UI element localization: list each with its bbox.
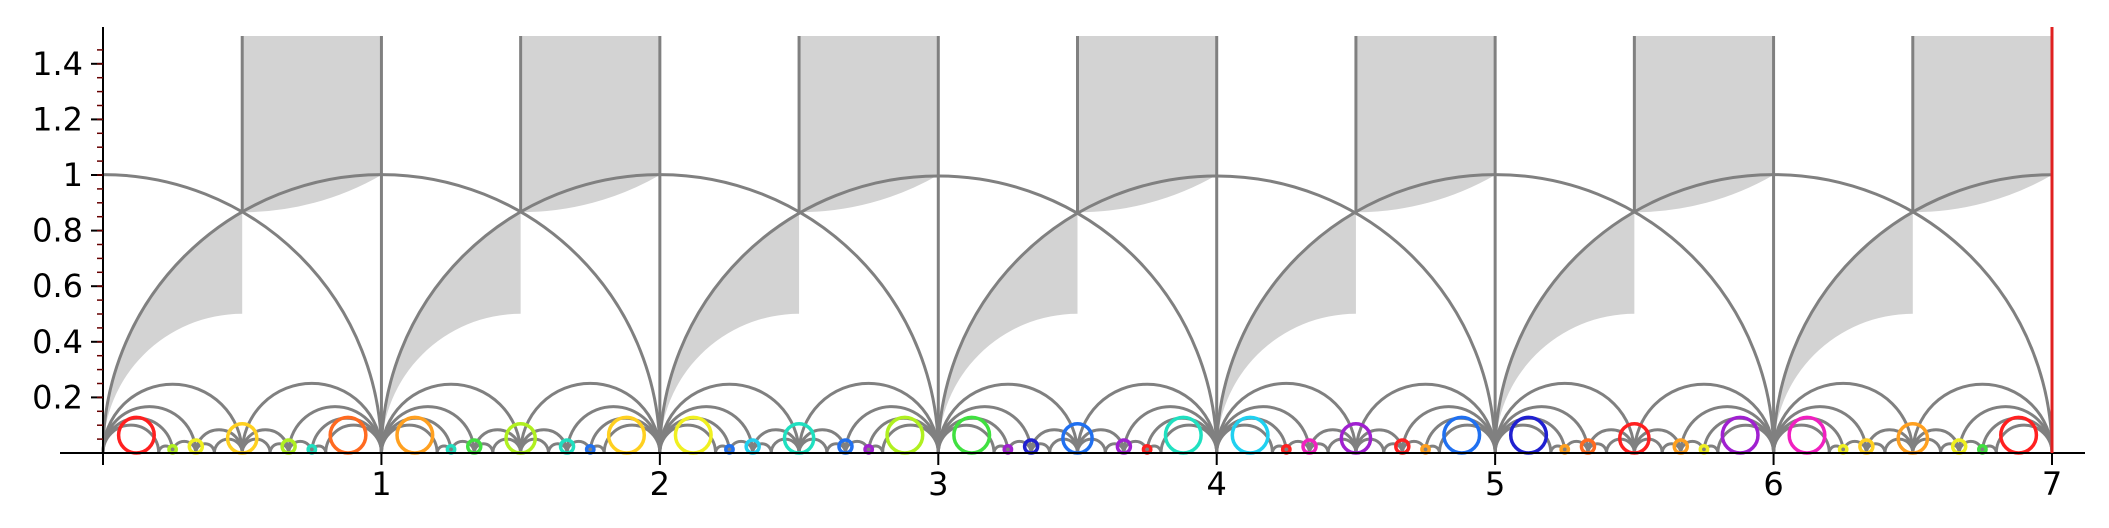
farey-geodesic [1911,382,2054,454]
farey-geodesic [881,423,940,454]
farey-geodesic [602,423,662,454]
horocycle [1163,415,1203,455]
farey-geodesic [1493,381,1636,454]
shaded-strip [1912,36,2052,213]
shaded-region [381,211,521,453]
horocycle [952,415,992,455]
farey-geodesic [240,381,383,454]
unit-geodesic [103,173,383,453]
farey-geodesic [1632,382,1776,454]
y-tick-label: 1.2 [32,100,83,138]
farey-geodesic [1772,381,1915,454]
horocycle [1442,415,1482,455]
x-tick-label: 1 [371,465,391,503]
y-tick-label: 1.4 [32,45,83,83]
x-tick-label: 2 [650,465,670,503]
farey-geodesic [519,381,662,454]
y-tick-label: 0.4 [32,323,83,361]
unit-geodesic [379,173,940,453]
shaded-strip [1355,36,1496,213]
unit-geodesic [1215,173,1776,453]
farey-geodesic [936,382,1079,454]
horocycle [1787,415,1827,455]
farey-geodesic [1215,381,1358,454]
farey-geodesic [1772,405,1868,454]
unit-geodesic [936,174,1497,453]
farey-geodesic [324,423,383,454]
horocycle [116,415,156,455]
farey-geodesic [379,382,523,454]
farey-geodesic [658,405,755,454]
unit-geodesic [1493,173,2052,453]
horocycle [673,415,713,455]
y-tick-label: 1 [63,156,83,194]
farey-geodesic [1076,382,1219,454]
axes [60,27,2085,454]
shaded-region [1216,211,1356,453]
y-ticks: 0.2 0.4 0.6 0.8 1 1.2 1.4 [32,45,103,440]
y-tick-label: 0.6 [32,267,83,305]
horocycle [328,415,368,455]
x-tick-label: 4 [1207,465,1227,503]
unit-geodesic [658,174,1219,453]
farey-geodesic [936,405,1033,454]
shaded-regions [102,36,2052,453]
horocycle [1230,415,1270,455]
shaded-region [659,211,800,453]
x-tick-label: 5 [1485,465,1505,503]
horocycle [1720,415,1760,455]
horocycle [885,415,925,455]
unit-geodesic [1772,173,2052,453]
shaded-strip [242,36,382,213]
farey-geodesic [658,382,801,454]
shaded-region [1773,211,1913,453]
horocycle [395,415,435,455]
shaded-region [1495,211,1635,453]
horocycle [1508,415,1549,455]
farey-geodesic [797,381,940,454]
farey-geodesic [1215,405,1312,454]
farey-geodesic [1716,423,1776,454]
y-tick-label: 0.2 [32,378,83,416]
horocycle [606,415,647,455]
farey-geodesic [1354,382,1497,454]
farey-geodesic [101,405,198,454]
farey-geodesic [101,382,244,454]
farey-geodesic [379,405,476,454]
shaded-strip [799,36,939,213]
x-tick-label: 3 [928,465,948,503]
x-tick-label: 7 [2042,465,2062,503]
shaded-strip [520,36,660,213]
farey-geodesic [1437,423,1497,454]
shaded-strip [1077,36,1217,213]
unit-geodesic [103,173,662,453]
farey-geodesic [1159,423,1219,454]
x-tick-label: 6 [1763,465,1783,503]
shaded-region [938,211,1078,453]
farey-geodesic [1994,423,2054,454]
shaded-strip [1634,36,1774,213]
farey-geodesic [1493,405,1590,454]
shaded-region [102,211,243,453]
horocycle [1999,415,2039,455]
x-ticks: 1 2 3 4 5 6 7 [102,453,2062,503]
y-tick-label: 0.8 [32,212,83,250]
